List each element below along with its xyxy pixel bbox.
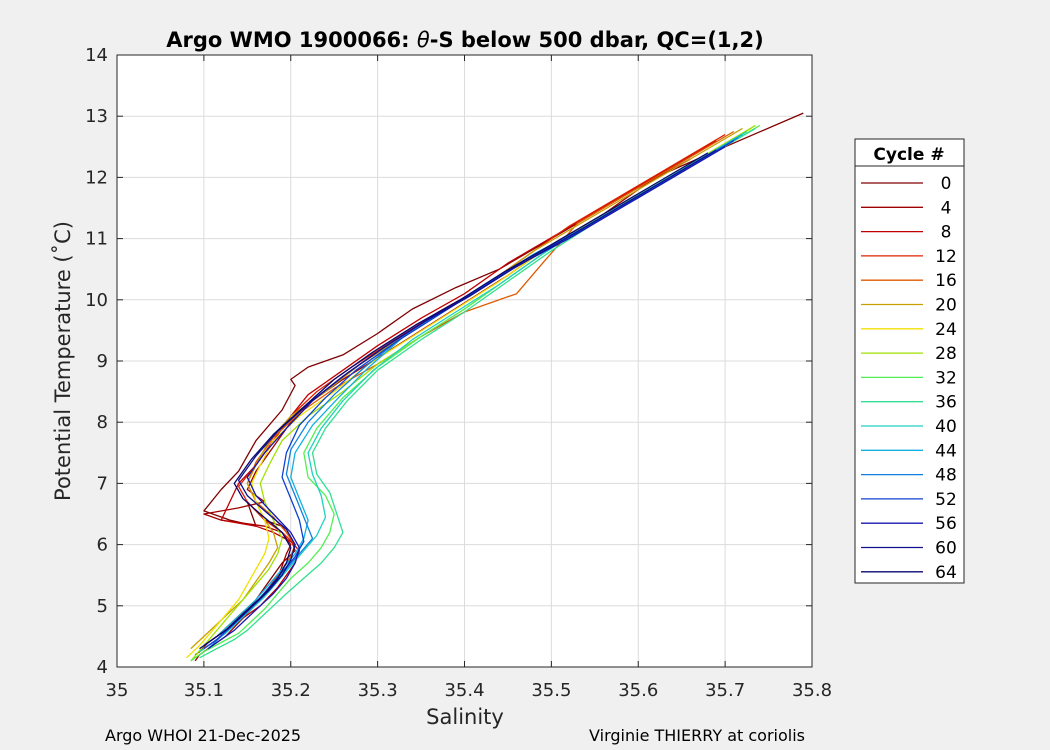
legend-label-8: 8: [941, 223, 952, 243]
y-tick-label: 13: [85, 106, 108, 127]
series-line-cycle-8: [199, 140, 717, 653]
legend-label-20: 20: [935, 296, 957, 316]
x-ticks: 35 35.1 35.2 35.3 35.4 35.5 35.6 35.7 35.8: [106, 55, 832, 701]
y-tick-label: 10: [85, 290, 108, 311]
x-tick-label: 35.6: [618, 680, 658, 701]
y-tick-label: 5: [97, 596, 108, 617]
legend-label-28: 28: [935, 344, 957, 364]
series-line-cycle-64: [199, 152, 709, 650]
y-axis-label: Potential Temperature (˚C): [51, 221, 75, 501]
y-tick-label: 4: [97, 657, 108, 678]
x-tick-label: 35.3: [358, 680, 398, 701]
x-tick-label: 35: [106, 680, 129, 701]
legend-label-64: 64: [935, 563, 957, 583]
x-tick-label: 35.8: [792, 680, 832, 701]
footer-right: Virginie THIERRY at coriolis: [589, 726, 805, 745]
legend-label-24: 24: [935, 320, 957, 340]
y-tick-label: 14: [85, 45, 108, 66]
legend-label-12: 12: [935, 247, 957, 267]
x-tick-label: 35.5: [531, 680, 571, 701]
series-line-cycle-40: [199, 130, 748, 653]
x-axis-label: Salinity: [426, 705, 504, 729]
series-line-cycle-60: [203, 149, 717, 647]
legend-label-32: 32: [935, 368, 957, 388]
chart-title: Argo WMO 1900066: θ-S below 500 dbar, QC…: [166, 28, 763, 52]
legend-label-48: 48: [935, 466, 957, 486]
footer-left: Argo WHOI 21-Dec-2025: [105, 726, 301, 745]
x-tick-label: 35.4: [444, 680, 484, 701]
series-layer: [186, 112, 804, 662]
x-tick-label: 35.2: [271, 680, 311, 701]
legend-label-56: 56: [935, 514, 957, 534]
y-tick-label: 8: [97, 412, 108, 433]
y-tick-label: 11: [85, 229, 108, 250]
y-tick-label: 12: [85, 167, 108, 188]
y-tick-label: 9: [97, 351, 108, 372]
legend-title: Cycle #: [873, 145, 944, 165]
legend-label-44: 44: [935, 441, 957, 461]
y-tick-label: 6: [97, 535, 108, 556]
x-tick-label: 35.1: [184, 680, 224, 701]
legend-label-4: 4: [941, 198, 952, 218]
legend-label-16: 16: [935, 271, 957, 291]
x-tick-label: 35.7: [705, 680, 745, 701]
legend-label-0: 0: [941, 174, 952, 194]
legend-label-40: 40: [935, 417, 957, 437]
legend-label-52: 52: [935, 490, 957, 510]
y-tick-label: 7: [97, 473, 108, 494]
legend-label-60: 60: [935, 539, 957, 559]
y-ticks: 4 5 6 7 8 9 10 11 12 13 14: [85, 45, 812, 678]
legend-label-36: 36: [935, 393, 957, 413]
series-line-cycle-36: [199, 127, 756, 659]
grid: [116, 54, 813, 668]
